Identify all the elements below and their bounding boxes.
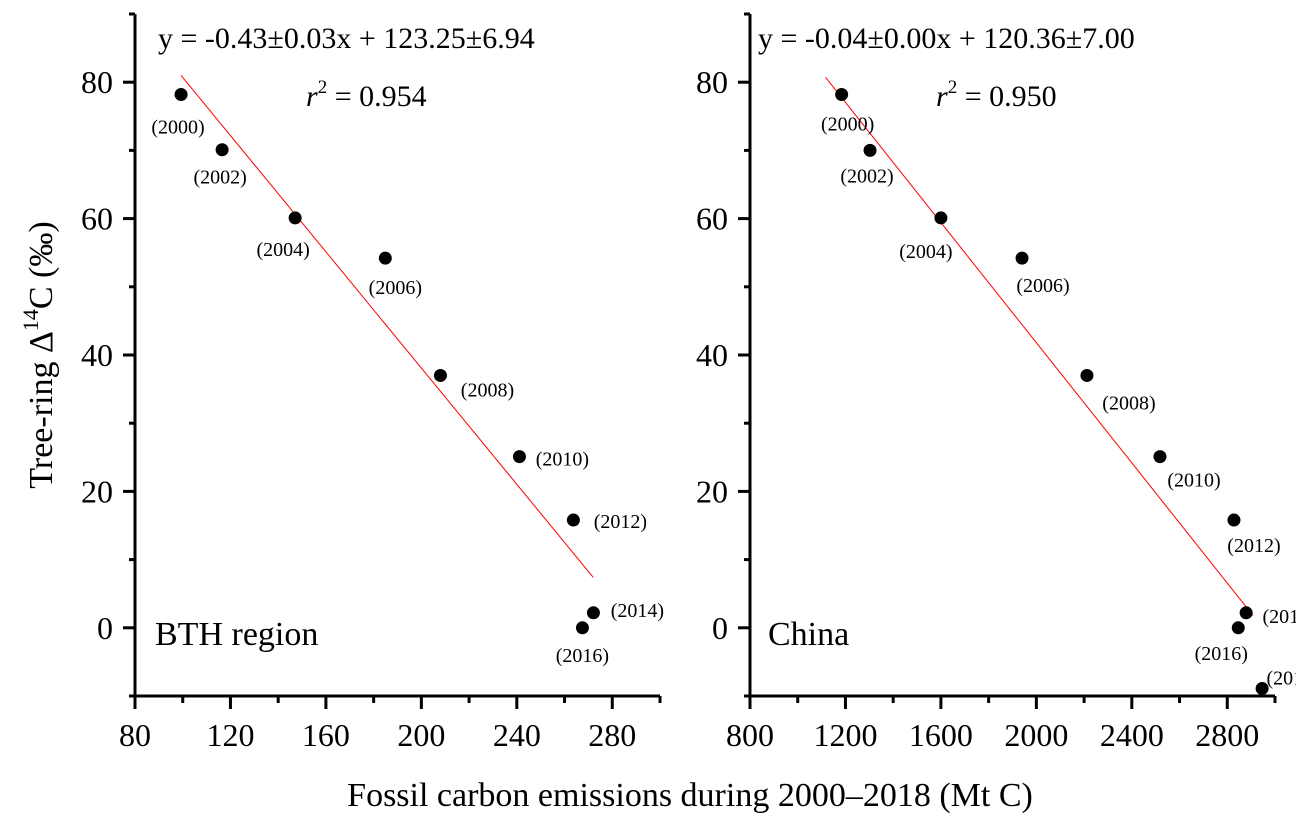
r-sup: 2: [318, 77, 328, 98]
point-label: (2014): [611, 600, 664, 622]
x-tick-label: 240: [493, 717, 541, 753]
y-tick-label: 20: [696, 473, 728, 509]
data-point: [288, 211, 302, 225]
y-tick-label: 40: [696, 337, 728, 373]
y-tick-label: 80: [696, 64, 728, 100]
r-sup: 2: [948, 77, 958, 98]
y-tick-label: 60: [696, 201, 728, 237]
point-label: (2004): [899, 241, 952, 263]
point-label: (2016): [556, 645, 609, 667]
x-tick-label: 80: [119, 717, 151, 753]
y-axis-title-sup: 14: [18, 309, 43, 331]
x-tick-label: 120: [206, 717, 254, 753]
panel-china: 0 20 40 60 80 800 1200 1600 2000 2400 2800 (2000) (2…: [696, 12, 1296, 753]
point-label: (2004): [256, 239, 309, 261]
y-tick-label: 0: [712, 610, 728, 646]
y-tick-label: 20: [81, 473, 113, 509]
data-point: [586, 606, 600, 620]
y-axis-title: Tree-ring Δ14C (‰): [18, 221, 60, 488]
data-point: [1015, 251, 1029, 265]
panel-label: China: [768, 616, 849, 653]
x-tick-label: 1600: [909, 717, 973, 753]
x-tick-label: 2800: [1195, 717, 1259, 753]
y-tick-label: 80: [81, 64, 113, 100]
point-label: (2016): [1195, 643, 1248, 665]
point-label: (2002): [193, 167, 246, 189]
data-point: [566, 513, 580, 527]
data-point: [934, 211, 948, 225]
point-label: (2008): [1102, 392, 1155, 414]
data-point: [378, 251, 392, 265]
data-point: [1153, 450, 1167, 464]
data-point: [215, 143, 229, 157]
x-axis-title: Fossil carbon emissions during 2000–2018…: [347, 777, 1033, 814]
regression-equation: y = -0.43±0.03x + 123.25±6.94: [158, 22, 535, 55]
data-point: [1255, 681, 1269, 695]
data-point: [1231, 621, 1245, 635]
point-label: (2010): [1167, 470, 1220, 492]
data-point: [1080, 368, 1094, 382]
x-tick-label: 280: [588, 717, 636, 753]
regression-line: [180, 75, 594, 578]
data-point: [1239, 606, 1253, 620]
data-point: [835, 87, 849, 101]
point-label: (2002): [840, 165, 893, 187]
point-label: (2000): [151, 116, 204, 138]
point-label: (2014): [1262, 606, 1296, 628]
y-axis-title-prefix: Tree-ring Δ: [23, 331, 60, 489]
panel-bth: 0 20 40 60 80 80 120 160 200 240 280 (2000) (2002) (2…: [81, 12, 664, 753]
point-label: (2018): [1266, 667, 1296, 689]
panel-label: BTH region: [155, 616, 318, 653]
data-point: [575, 621, 589, 635]
r-value: = 0.950: [957, 80, 1056, 113]
r-squared: r2 = 0.954: [306, 77, 427, 113]
r-value: = 0.954: [327, 80, 426, 113]
regression-equation: y = -0.04±0.00x + 120.36±7.00: [758, 22, 1135, 55]
r-symbol: r: [936, 80, 948, 113]
data-point: [174, 87, 188, 101]
point-label: (2006): [1016, 275, 1069, 297]
x-tick-label: 160: [302, 717, 350, 753]
point-label: (2012): [594, 511, 647, 533]
x-tick-label: 200: [397, 717, 445, 753]
point-label: (2010): [536, 449, 589, 471]
point-label: (2012): [1227, 535, 1280, 557]
point-label: (2000): [821, 113, 874, 135]
point-label: (2006): [369, 277, 422, 299]
y-tick-label: 40: [81, 337, 113, 373]
data-point: [433, 368, 447, 382]
y-axis-title-suffix: C (‰): [23, 221, 60, 309]
data-point: [863, 143, 877, 157]
x-tick-label: 1200: [813, 717, 877, 753]
data-point: [1227, 513, 1241, 527]
y-tick-label: 60: [81, 201, 113, 237]
y-tick-label: 0: [97, 610, 113, 646]
point-label: (2008): [461, 379, 514, 401]
x-tick-label: 800: [726, 717, 774, 753]
x-tick-label: 2400: [1100, 717, 1164, 753]
x-tick-label: 2000: [1004, 717, 1068, 753]
data-point: [512, 450, 526, 464]
r-squared: r2 = 0.950: [936, 77, 1057, 113]
r-symbol: r: [306, 80, 318, 113]
regression-line: [825, 77, 1254, 616]
